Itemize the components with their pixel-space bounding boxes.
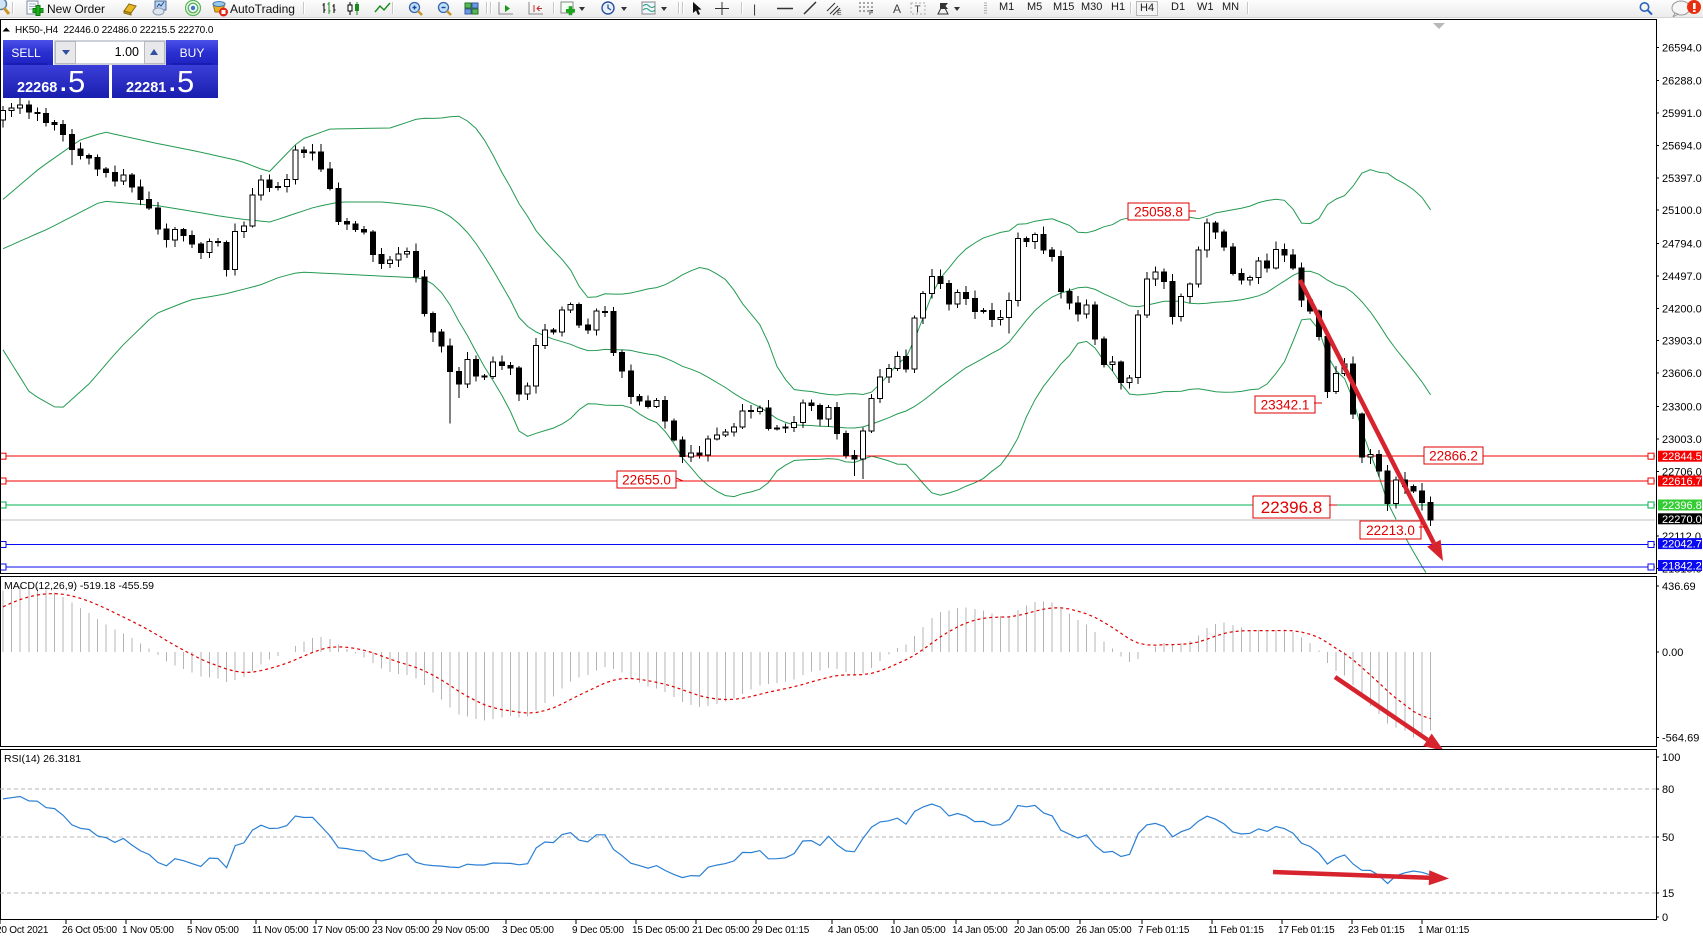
svg-text:25058.8: 25058.8 [1134,204,1183,219]
svg-text:21 Dec 05:00: 21 Dec 05:00 [692,925,750,936]
svg-text:17 Nov 05:00: 17 Nov 05:00 [312,925,370,936]
svg-text:21842.2: 21842.2 [1662,561,1702,573]
svg-text:22396.8: 22396.8 [1261,498,1322,517]
svg-text:15: 15 [1662,888,1674,900]
svg-text:22706.0: 22706.0 [1662,466,1702,478]
svg-text:5: 5 [177,64,194,99]
svg-text:23342.1: 23342.1 [1261,397,1310,412]
svg-text:26288.0: 26288.0 [1662,76,1702,88]
svg-text:26 Jan 05:00: 26 Jan 05:00 [1076,925,1132,936]
svg-text:1 Nov 05:00: 1 Nov 05:00 [122,925,174,936]
svg-text:23 Nov 05:00: 23 Nov 05:00 [372,925,430,936]
svg-text:9 Dec 05:00: 9 Dec 05:00 [572,925,624,936]
svg-text:22042.7: 22042.7 [1662,539,1702,551]
svg-text:29 Dec 01:15: 29 Dec 01:15 [752,925,810,936]
svg-text:5 Nov 05:00: 5 Nov 05:00 [187,925,239,936]
svg-text:22616.7: 22616.7 [1662,476,1702,488]
svg-text:25100.0: 25100.0 [1662,205,1702,217]
svg-text:100: 100 [1662,752,1680,764]
svg-text:1.00: 1.00 [115,45,139,59]
svg-text:0: 0 [1662,912,1668,924]
svg-text:.: . [169,70,176,97]
svg-text:22396.8: 22396.8 [1662,500,1702,512]
svg-text:20 Oct 2021: 20 Oct 2021 [0,925,49,936]
svg-text:25694.0: 25694.0 [1662,140,1702,152]
svg-text:14 Jan 05:00: 14 Jan 05:00 [952,925,1008,936]
svg-text:50: 50 [1662,832,1674,844]
svg-text:23300.0: 23300.0 [1662,402,1702,414]
svg-text:26 Oct 05:00: 26 Oct 05:00 [62,925,117,936]
svg-text:22281: 22281 [126,80,166,96]
svg-text:.: . [60,70,67,97]
svg-text:E: E [837,10,842,16]
svg-text:26594.0: 26594.0 [1662,42,1702,54]
svg-text:F: F [869,10,873,16]
svg-text:24794.0: 24794.0 [1662,239,1702,251]
svg-text:22268: 22268 [17,80,57,96]
svg-text:0.00: 0.00 [1662,647,1683,659]
svg-text:T: T [915,5,921,16]
svg-text:5: 5 [68,64,85,99]
svg-text:80: 80 [1662,784,1674,796]
svg-text:7 Feb 01:15: 7 Feb 01:15 [1138,925,1190,936]
svg-text:RSI(14) 26.3181: RSI(14) 26.3181 [4,753,81,765]
svg-text:25991.0: 25991.0 [1662,108,1702,120]
svg-text:3 Dec 05:00: 3 Dec 05:00 [502,925,554,936]
svg-text:11 Feb 01:15: 11 Feb 01:15 [1208,925,1264,936]
svg-text:-564.69: -564.69 [1662,732,1699,744]
svg-text:22270.0: 22270.0 [1662,514,1702,526]
svg-text:20 Jan 05:00: 20 Jan 05:00 [1014,925,1070,936]
svg-text:1 Mar 01:15: 1 Mar 01:15 [1418,925,1470,936]
svg-text:25397.0: 25397.0 [1662,173,1702,185]
svg-text:10 Jan 05:00: 10 Jan 05:00 [890,925,946,936]
svg-text:HK50-,H4 22446.0 22486.0 2221: HK50-,H4 22446.0 22486.0 22215.5 22270.0 [15,25,214,36]
svg-text:15 Dec 05:00: 15 Dec 05:00 [632,925,690,936]
svg-text:23 Feb 01:15: 23 Feb 01:15 [1348,925,1405,936]
svg-text:24200.0: 24200.0 [1662,303,1702,315]
svg-text:23606.0: 23606.0 [1662,368,1702,380]
svg-text:22844.5: 22844.5 [1662,451,1702,463]
svg-text:SELL: SELL [11,46,41,60]
svg-text:436.69: 436.69 [1662,581,1696,593]
svg-text:22866.2: 22866.2 [1429,448,1478,463]
svg-text:11 Nov 05:00: 11 Nov 05:00 [252,925,309,936]
svg-text:23903.0: 23903.0 [1662,336,1702,348]
svg-text:BUY: BUY [180,46,205,60]
svg-text:22213.0: 22213.0 [1366,523,1415,538]
svg-text:17 Feb 01:15: 17 Feb 01:15 [1278,925,1335,936]
svg-text:29 Nov 05:00: 29 Nov 05:00 [432,925,490,936]
svg-text:22655.0: 22655.0 [622,472,671,487]
svg-text:4 Jan 05:00: 4 Jan 05:00 [828,925,879,936]
svg-text:MACD(12,26,9) -519.18 -455.59: MACD(12,26,9) -519.18 -455.59 [4,580,154,592]
svg-text:23003.0: 23003.0 [1662,434,1702,446]
svg-text:24497.0: 24497.0 [1662,271,1702,283]
